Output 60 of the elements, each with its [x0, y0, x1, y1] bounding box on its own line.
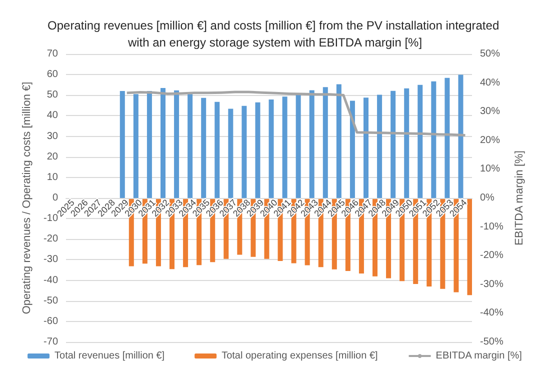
- y-tick-label: 20: [46, 151, 58, 162]
- y-tick-label: 30: [46, 130, 58, 142]
- bar: [255, 102, 260, 198]
- bar: [364, 98, 368, 198]
- bar: [174, 90, 180, 198]
- bar: [336, 84, 342, 198]
- y-tick-label: -50: [44, 295, 58, 306]
- y2-tick-label: 50%: [480, 48, 500, 60]
- bar: [188, 94, 193, 198]
- legend-label: Total operating expenses [million €]: [222, 350, 378, 362]
- bar: [268, 99, 274, 198]
- y2-tick-label: 30%: [480, 106, 500, 118]
- y-tick-label: 10: [46, 172, 58, 183]
- y2-tick-label: -10%: [480, 221, 504, 232]
- bar: [431, 81, 436, 198]
- bar: [296, 94, 301, 198]
- y-tick-label: -20: [44, 234, 58, 245]
- bar: [242, 106, 247, 198]
- y2-axis-title: EBITDA margin [%]: [514, 150, 526, 246]
- legend-label: Total revenues [million €]: [54, 350, 165, 362]
- y2-tick-label: 0%: [480, 192, 495, 204]
- y-tick-label: 40: [46, 110, 58, 122]
- bar: [228, 108, 234, 198]
- bar: [282, 96, 288, 198]
- bar: [309, 90, 314, 198]
- y2-tick-label: -20%: [480, 250, 504, 262]
- bar: [350, 100, 355, 198]
- legend-label: EBITDA margin [%]: [436, 350, 522, 362]
- bar: [444, 78, 450, 198]
- bar: [201, 98, 206, 198]
- bar: [322, 87, 328, 198]
- y2-tick-label: 10%: [480, 164, 500, 175]
- y-tick-label: 70: [46, 48, 58, 60]
- chart-title: Operating revenues [million €] and costs [million €] from the PV installation integrated with an energy storage system with EBITDA margin [%]: [48, 18, 502, 50]
- y-tick-label: 50: [46, 90, 58, 101]
- y-tick-label: 60: [46, 69, 58, 80]
- y2-tick-label: -40%: [480, 308, 504, 319]
- y2-tick-label: -30%: [480, 278, 504, 290]
- bar: [133, 94, 138, 198]
- y-tick-label: 0: [52, 192, 58, 204]
- y-tick-label: -60: [44, 316, 58, 327]
- bar: [120, 91, 125, 198]
- y-tick-label: -40: [44, 274, 58, 286]
- y-tick-label: -30: [44, 254, 58, 266]
- bar: [390, 90, 396, 198]
- y2-tick-label: 40%: [480, 77, 500, 88]
- bar: [377, 94, 382, 198]
- bar: [458, 74, 464, 198]
- y-tick-label: -10: [44, 213, 58, 224]
- bar: [467, 198, 472, 296]
- bar: [404, 88, 410, 198]
- y2-tick-label: 20%: [480, 134, 500, 146]
- bar: [214, 102, 220, 198]
- y2-tick-label: -50%: [480, 336, 504, 348]
- line-series: [126, 90, 466, 136]
- bar: [418, 84, 423, 198]
- bar: [146, 91, 152, 198]
- bar: [160, 88, 166, 198]
- y-axis-title: Operating revenues / Operating costs [million €]: [21, 82, 34, 314]
- y-tick-label: -70: [44, 336, 58, 348]
